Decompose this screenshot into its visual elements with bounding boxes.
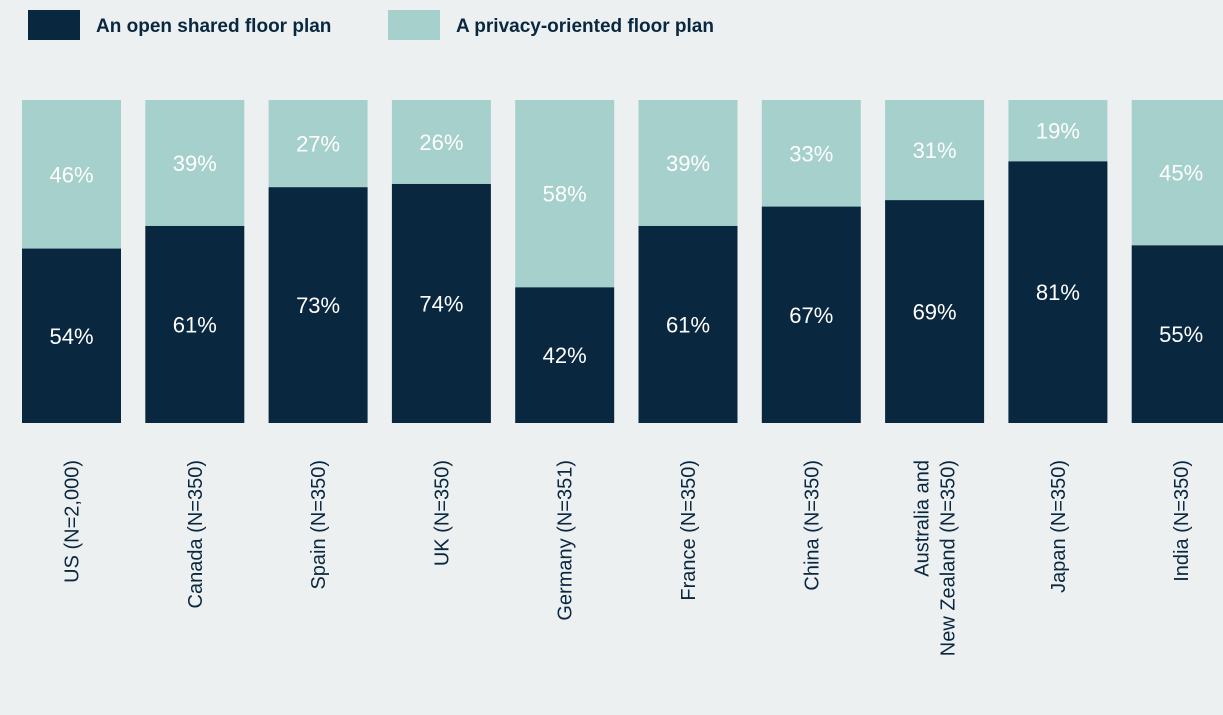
bar-open-5 [515,287,615,423]
data-label-open-4: 74% [419,291,463,316]
bar-privacy-1 [22,100,121,249]
data-label-open-7: 67% [789,303,833,328]
data-label-privacy-5: 58% [543,182,587,207]
data-label-open-5: 42% [543,343,587,368]
legend-label-1: An open shared floor plan [96,16,331,37]
bar-privacy-7 [761,100,861,207]
data-label-privacy-3: 27% [296,132,340,157]
data-label-open-9: 81% [1036,280,1080,305]
x-tick-label-5: Germany (N=351) [555,460,577,621]
plot-area: 46% 54% 39% 61% 27% 73% 26% 74% 58% 42% 39% 61% 33% 6… [22,100,1223,423]
bar-open-6 [638,225,738,423]
x-tick-label-4: UK (N=350) [431,460,453,566]
legend: An open shared floor plan A privacy-orien… [28,10,714,40]
legend-swatch-2 [388,10,440,40]
data-label-privacy-1: 46% [49,162,93,187]
x-tick-label-8-line-1: Australia and [912,460,934,577]
bar-privacy-3 [268,100,368,188]
data-label-privacy-8: 31% [913,138,957,163]
data-label-privacy-7: 33% [789,141,833,166]
bar-privacy-4 [391,100,491,184]
x-tick-label-9: Japan (N=350) [1048,460,1070,593]
bar-open-10 [1131,245,1223,423]
data-label-open-10: 55% [1159,322,1203,347]
bar-privacy-6 [638,100,738,226]
x-tick-label-10: India (N=350) [1171,460,1193,582]
bar-privacy-10 [1131,100,1223,246]
data-label-privacy-10: 45% [1159,161,1203,186]
bar-open-1 [22,248,121,423]
x-tick-label-1: US (N=2,000) [62,460,84,583]
x-tick-label-3: Spain (N=350) [308,460,330,590]
x-tick-label-7: China (N=350) [801,460,823,591]
bar-privacy-8 [885,100,985,201]
bar-open-2 [145,225,245,423]
data-label-open-2: 61% [173,312,217,337]
x-tick-label-2: Canada (N=350) [185,460,207,608]
bar-open-4 [391,183,491,423]
data-label-open-3: 73% [296,293,340,318]
data-label-privacy-2: 39% [173,151,217,176]
x-tick-label-6: France (N=350) [678,460,700,601]
x-tick-label-8-line-2: New Zealand (N=350) [938,460,960,656]
data-label-privacy-4: 26% [419,130,463,155]
data-label-privacy-6: 39% [666,151,710,176]
data-label-open-6: 61% [666,312,710,337]
bar-open-9 [1008,161,1108,423]
bar-privacy-9 [1008,100,1108,162]
bar-open-7 [761,206,861,423]
legend-label-2: A privacy-oriented floor plan [456,16,714,37]
bar-open-8 [885,200,985,423]
bar-privacy-2 [145,100,245,226]
data-label-open-1: 54% [49,324,93,349]
data-label-open-8: 69% [913,300,957,325]
bar-open-3 [268,187,368,423]
bar-privacy-5 [515,100,615,288]
x-axis-labels: US (N=2,000) Canada (N=350) Spain (N=350) U… [62,460,1194,656]
data-label-privacy-9: 19% [1036,119,1080,144]
legend-swatch-1 [28,10,80,40]
